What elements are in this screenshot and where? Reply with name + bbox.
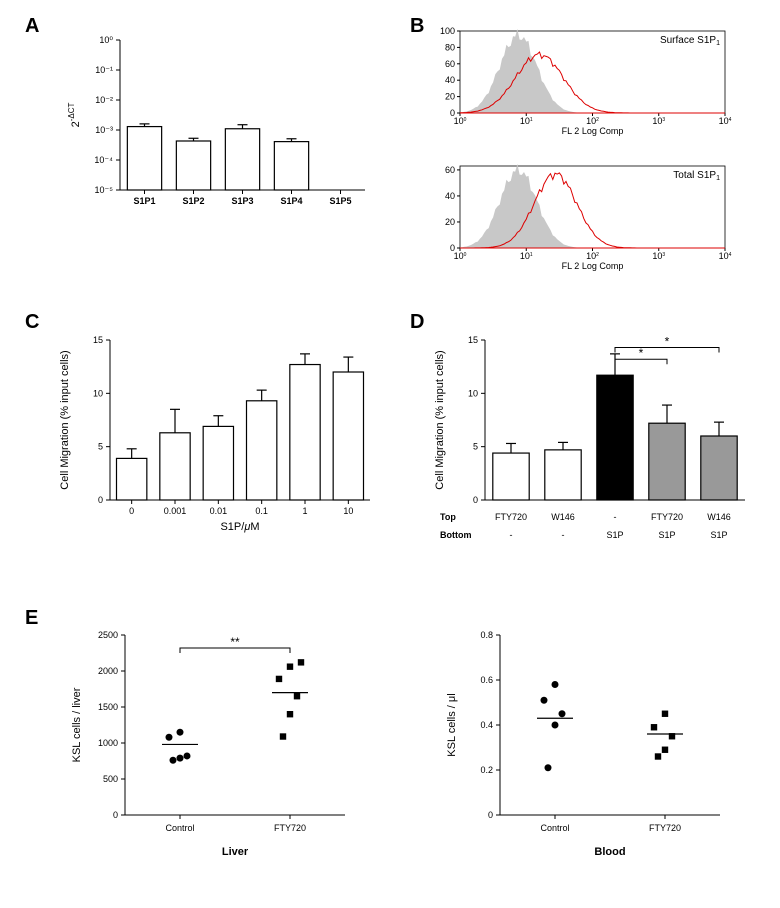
svg-text:103: 103 xyxy=(652,251,665,261)
svg-text:10: 10 xyxy=(468,388,478,398)
svg-text:FTY720: FTY720 xyxy=(274,823,306,833)
svg-text:101: 101 xyxy=(520,251,533,261)
svg-text:10⁻⁴: 10⁻⁴ xyxy=(94,155,113,165)
svg-text:FTY720: FTY720 xyxy=(651,512,683,522)
svg-text:10⁻³: 10⁻³ xyxy=(95,125,113,135)
svg-text:*: * xyxy=(639,346,644,360)
svg-text:15: 15 xyxy=(468,335,478,345)
svg-text:10: 10 xyxy=(343,506,353,516)
svg-text:S1P: S1P xyxy=(606,530,623,540)
svg-text:60: 60 xyxy=(445,165,455,175)
svg-text:100: 100 xyxy=(454,251,467,261)
svg-text:0: 0 xyxy=(488,810,493,820)
svg-text:S1P: S1P xyxy=(710,530,727,540)
panel-label-e: E xyxy=(25,607,38,630)
svg-text:KSL cells / μl: KSL cells / μl xyxy=(446,693,458,756)
svg-text:0.6: 0.6 xyxy=(480,675,493,685)
panel-label-b: B xyxy=(410,15,424,38)
svg-text:FTY720: FTY720 xyxy=(649,823,681,833)
svg-text:Control: Control xyxy=(540,823,569,833)
svg-text:101: 101 xyxy=(520,116,533,126)
svg-text:Blood: Blood xyxy=(594,846,625,858)
svg-text:0.2: 0.2 xyxy=(480,765,493,775)
svg-text:S1P2: S1P2 xyxy=(182,196,204,206)
svg-text:W146: W146 xyxy=(551,512,575,522)
svg-text:20: 20 xyxy=(445,217,455,227)
svg-text:1500: 1500 xyxy=(98,702,118,712)
svg-text:Top: Top xyxy=(440,512,456,522)
svg-text:*: * xyxy=(665,334,670,348)
svg-text:-: - xyxy=(562,530,565,540)
panel-a-chart: 10⁻⁵ 10⁻⁴ 10⁻³ 10⁻² 10⁻¹ 10⁰ 2-ΔCT S1P1 S1P2 S1P3… xyxy=(65,30,385,230)
svg-text:0: 0 xyxy=(98,495,103,505)
svg-text:FL 2 Log Comp: FL 2 Log Comp xyxy=(562,126,624,136)
svg-text:20: 20 xyxy=(445,92,455,102)
svg-text:0.01: 0.01 xyxy=(210,506,228,516)
svg-text:Liver: Liver xyxy=(222,846,249,858)
panel-label-a: A xyxy=(25,15,39,38)
svg-text:60: 60 xyxy=(445,59,455,69)
panel-d-chart: 0 5 10 15 Cell Migration (% input cells) * * To… xyxy=(425,330,765,590)
svg-text:40: 40 xyxy=(445,75,455,85)
svg-text:Control: Control xyxy=(165,823,194,833)
svg-text:10⁰: 10⁰ xyxy=(99,35,113,45)
svg-text:40: 40 xyxy=(445,191,455,201)
panel-e-liver-chart: 0 500 1000 1500 2000 2500 KSL cells / liver Con… xyxy=(60,625,380,885)
svg-text:Total S1P1: Total S1P1 xyxy=(673,170,720,182)
svg-text:0: 0 xyxy=(450,243,455,253)
svg-text:Cell Migration (% input cells): Cell Migration (% input cells) xyxy=(59,350,71,489)
svg-text:80: 80 xyxy=(445,42,455,52)
svg-text:15: 15 xyxy=(93,335,103,345)
panel-c-chart: 0 5 10 15 Cell Migration (% input cells) 0 0.0… xyxy=(50,330,390,555)
svg-text:100: 100 xyxy=(454,116,467,126)
svg-text:Bottom: Bottom xyxy=(440,530,472,540)
panel-e-blood-chart: 0 0.2 0.4 0.6 0.8 KSL cells / μl Control FTY720… xyxy=(435,625,755,885)
svg-text:-: - xyxy=(614,512,617,522)
svg-text:0.4: 0.4 xyxy=(480,720,493,730)
svg-text:2000: 2000 xyxy=(98,666,118,676)
svg-text:Cell Migration (% input cells): Cell Migration (% input cells) xyxy=(434,350,446,489)
svg-text:104: 104 xyxy=(719,251,732,261)
svg-text:10⁻¹: 10⁻¹ xyxy=(95,65,113,75)
svg-text:2-ΔCT: 2-ΔCT xyxy=(67,102,82,127)
svg-text:FL 2 Log Comp: FL 2 Log Comp xyxy=(562,261,624,271)
svg-text:0: 0 xyxy=(113,810,118,820)
figure-container: A B C D E 10⁻⁵ 10⁻⁴ 10⁻³ 10⁻² 10⁻¹ 10⁰ 2-ΔCT S1… xyxy=(15,15,765,893)
svg-text:Surface S1P1: Surface S1P1 xyxy=(660,35,720,47)
svg-text:KSL cells / liver: KSL cells / liver xyxy=(71,687,83,762)
svg-text:5: 5 xyxy=(473,442,478,452)
svg-text:102: 102 xyxy=(586,251,599,261)
svg-text:S1P4: S1P4 xyxy=(280,196,302,206)
panel-b-chart: Surface S1P1 100 101 102 103 104 FL 2 Log Comp… xyxy=(435,23,755,283)
svg-text:0.001: 0.001 xyxy=(164,506,187,516)
svg-text:10⁻⁵: 10⁻⁵ xyxy=(95,185,114,195)
panel-label-d: D xyxy=(410,311,424,334)
svg-text:0: 0 xyxy=(473,495,478,505)
svg-text:1: 1 xyxy=(302,506,307,516)
svg-text:-: - xyxy=(510,530,513,540)
svg-text:S1P5: S1P5 xyxy=(329,196,351,206)
svg-text:FTY720: FTY720 xyxy=(495,512,527,522)
svg-text:W146: W146 xyxy=(707,512,731,522)
svg-text:5: 5 xyxy=(98,442,103,452)
svg-text:**: ** xyxy=(230,635,240,649)
svg-text:500: 500 xyxy=(103,774,118,784)
svg-text:1000: 1000 xyxy=(98,738,118,748)
svg-text:S1P: S1P xyxy=(658,530,675,540)
svg-text:103: 103 xyxy=(652,116,665,126)
svg-text:0.8: 0.8 xyxy=(480,630,493,640)
svg-text:2500: 2500 xyxy=(98,630,118,640)
svg-text:S1P3: S1P3 xyxy=(231,196,253,206)
svg-text:100: 100 xyxy=(440,26,455,36)
svg-text:S1P1: S1P1 xyxy=(133,196,155,206)
svg-text:104: 104 xyxy=(719,116,732,126)
svg-text:0: 0 xyxy=(450,108,455,118)
panel-label-c: C xyxy=(25,311,39,334)
svg-text:0.1: 0.1 xyxy=(255,506,268,516)
svg-text:0: 0 xyxy=(129,506,134,516)
svg-text:102: 102 xyxy=(586,116,599,126)
svg-text:S1P/μM: S1P/μM xyxy=(220,521,259,533)
svg-text:10⁻²: 10⁻² xyxy=(95,95,113,105)
svg-text:10: 10 xyxy=(93,388,103,398)
